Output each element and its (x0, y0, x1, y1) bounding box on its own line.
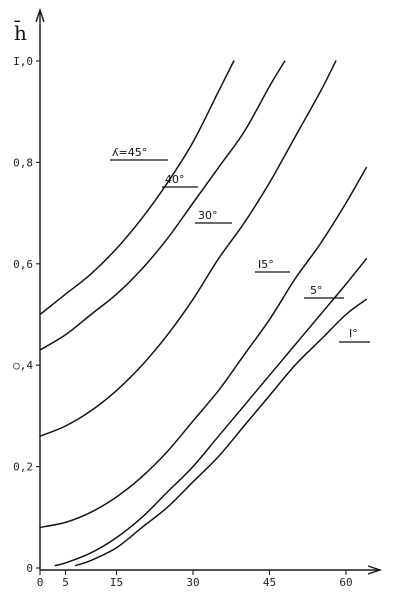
y-axis-arrow (35, 7, 45, 23)
x-axis-arrow (367, 565, 383, 575)
annotations: ʎ=45° 40° 30° I5° 5° I° (110, 146, 370, 343)
y-tick-label: 0,2 (13, 461, 33, 474)
series-line-alpha-40 (39, 60, 286, 351)
series-line-alpha-1 (74, 298, 368, 567)
annotation-alpha-30: 30° (198, 209, 218, 222)
series-line-alpha-15 (39, 166, 368, 529)
ticks: 0 5 I5 30 45 60 0 0,2 ○,4 0,6 0,8 I,0 (13, 55, 353, 589)
y-tick-label: ○,4 (13, 359, 33, 372)
series-line-alpha-5 (54, 257, 368, 567)
annotation-alpha-15: I5° (258, 258, 274, 271)
series-line-alpha-45 (39, 60, 235, 316)
series-line-alpha-30 (39, 60, 337, 437)
x-tick-label: I5 (110, 576, 123, 589)
annotation-alpha-40: 40° (165, 173, 185, 186)
annotation-alpha-5: 5° (310, 284, 323, 297)
y-tick-label: I,0 (13, 55, 33, 68)
curves (39, 60, 368, 567)
y-tick-label: 0 (26, 562, 33, 575)
x-tick-label: 0 (37, 576, 44, 589)
annotation-alpha-45: ʎ=45° (112, 146, 147, 159)
annotation-alpha-1: I° (349, 327, 358, 340)
x-tick-label: 5 (62, 576, 69, 589)
y-tick-label: 0,8 (13, 156, 33, 169)
x-tick-label: 45 (263, 576, 276, 589)
y-axis-label: h̄ (14, 20, 27, 45)
x-tick-label: 30 (186, 576, 199, 589)
x-tick-label: 60 (339, 576, 352, 589)
y-tick-label: 0,6 (13, 258, 33, 271)
